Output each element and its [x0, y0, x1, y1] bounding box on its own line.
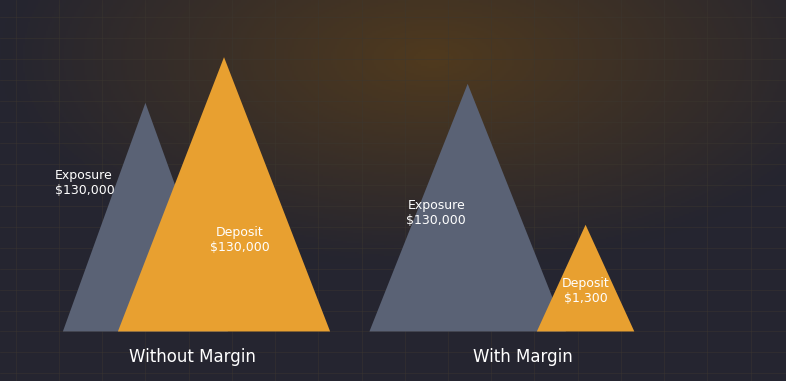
Text: Deposit
$130,000: Deposit $130,000: [210, 226, 270, 254]
Polygon shape: [63, 103, 228, 331]
Text: Exposure
$130,000: Exposure $130,000: [55, 169, 115, 197]
Text: Without Margin: Without Margin: [129, 348, 256, 366]
Polygon shape: [118, 57, 330, 331]
Polygon shape: [369, 84, 566, 331]
Text: With Margin: With Margin: [473, 348, 572, 366]
Polygon shape: [537, 225, 634, 331]
Text: Exposure
$130,000: Exposure $130,000: [406, 199, 466, 227]
Text: Deposit
$1,300: Deposit $1,300: [562, 277, 609, 306]
